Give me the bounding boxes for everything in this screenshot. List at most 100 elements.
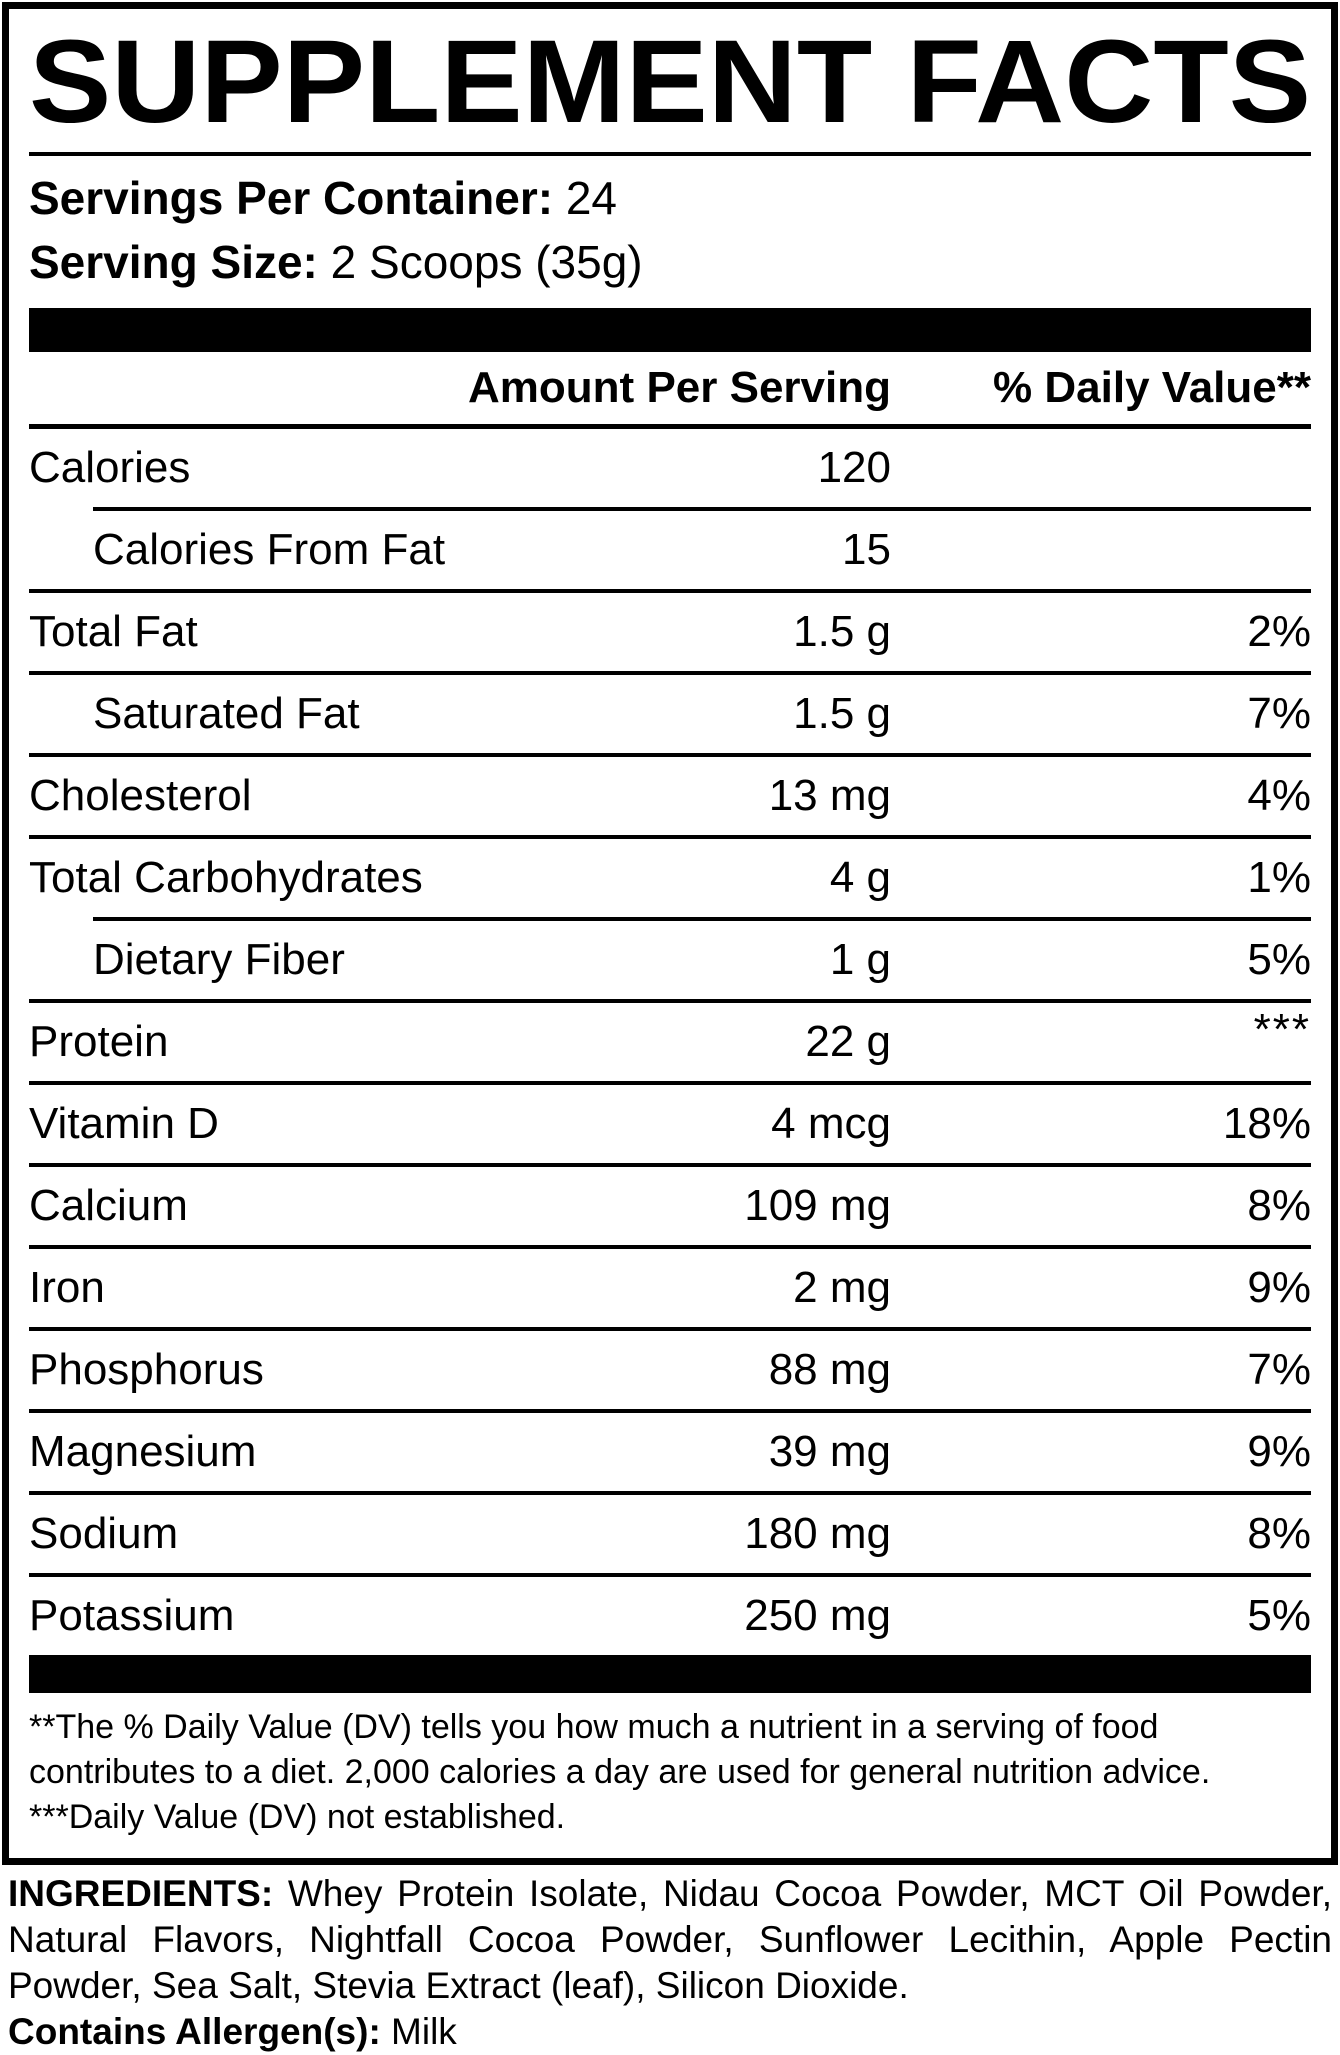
allergen-line: Contains Allergen(s): Milk <box>8 2009 1332 2055</box>
nutrient-dv: 8% <box>1247 1181 1311 1230</box>
table-row-magnesium: Magnesium 39 mg 9% <box>29 1413 1311 1491</box>
nutrient-label: Vitamin D <box>29 1099 219 1148</box>
nutrient-amount: 1.5 g <box>793 607 891 656</box>
servings-per-container-label: Servings Per Container: <box>29 172 554 224</box>
table-row-sodium: Sodium 180 mg 8% <box>29 1495 1311 1573</box>
nutrient-amount: 180 mg <box>744 1509 891 1558</box>
nutrient-dv: 7% <box>1247 689 1311 738</box>
separator <box>93 917 1311 921</box>
nutrient-amount: 2 mg <box>793 1263 891 1312</box>
ingredients-paragraph: INGREDIENTS: Whey Protein Isolate, Nidau… <box>8 1871 1332 2009</box>
title-svg: SUPPLEMENT FACTS <box>29 16 1311 148</box>
table-row-calories: Calories 120 <box>29 429 1311 507</box>
daily-value-footnote: **The % Daily Value (DV) tells you how m… <box>29 1708 1211 1791</box>
table-header: Amount Per Serving % Daily Value** <box>29 352 1311 424</box>
table-row-calcium: Calcium 109 mg 8% <box>29 1167 1311 1245</box>
nutrient-amount: 15 <box>842 525 891 574</box>
nutrient-dv: 4% <box>1247 771 1311 820</box>
nutrient-label: Dietary Fiber <box>93 935 345 984</box>
nutrient-dv: 5% <box>1247 935 1311 984</box>
ingredients-section: INGREDIENTS: Whey Protein Isolate, Nidau… <box>0 1871 1340 2055</box>
servings-per-container-value: 24 <box>553 172 617 224</box>
title-wrap: SUPPLEMENT FACTS <box>29 16 1311 148</box>
title-separator <box>29 152 1311 156</box>
nutrient-amount: 22 g <box>805 1017 891 1066</box>
separator <box>29 671 1311 675</box>
nutrient-label: Potassium <box>29 1591 235 1640</box>
separator <box>29 1491 1311 1495</box>
nutrient-label: Total Carbohydrates <box>29 853 423 902</box>
allergen-value: Milk <box>380 2011 457 2052</box>
separator <box>29 1081 1311 1085</box>
table-row-iron: Iron 2 mg 9% <box>29 1249 1311 1327</box>
nutrient-label: Total Fat <box>29 607 198 656</box>
nutrient-label: Calories From Fat <box>93 525 446 574</box>
table-row-vitamin-d: Vitamin D 4 mcg 18% <box>29 1085 1311 1163</box>
ingredients-label: INGREDIENTS: <box>8 1873 274 1914</box>
separator <box>29 1327 1311 1331</box>
nutrient-amount: 1.5 g <box>793 689 891 738</box>
separator <box>29 1163 1311 1167</box>
nutrient-amount: 1 g <box>829 935 891 984</box>
table-row-cholesterol: Cholesterol 13 mg 4% <box>29 757 1311 835</box>
nutrient-amount: 39 mg <box>768 1427 891 1476</box>
nutrient-label: Iron <box>29 1263 105 1312</box>
nutrient-label: Phosphorus <box>29 1345 264 1394</box>
supplement-facts-panel: SUPPLEMENT FACTS Servings Per Container:… <box>2 2 1338 1865</box>
nutrient-dv: 5% <box>1247 1591 1311 1640</box>
nutrient-dv: 18% <box>1222 1099 1311 1148</box>
nutrient-amount: 88 mg <box>768 1345 891 1394</box>
serving-size: Serving Size: 2 Scoops (35g) <box>29 230 1311 294</box>
header-daily-value: % Daily Value** <box>993 363 1311 412</box>
table-row-dietary-fiber: Dietary Fiber 1 g 5% <box>29 921 1311 999</box>
page-title: SUPPLEMENT FACTS <box>29 27 1311 141</box>
nutrient-amount: 109 mg <box>744 1181 891 1230</box>
table-row-total-carbohydrates: Total Carbohydrates 4 g 1% <box>29 839 1311 917</box>
nutrient-dv: 9% <box>1247 1427 1311 1476</box>
separator <box>29 1245 1311 1249</box>
nutrient-dv: 1% <box>1247 853 1311 902</box>
servings-per-container: Servings Per Container: 24 <box>29 166 1311 230</box>
separator <box>29 999 1311 1003</box>
bottom-divider-bar <box>29 1655 1311 1693</box>
nutrient-dv: 2% <box>1247 607 1311 656</box>
nutrient-label: Cholesterol <box>29 771 252 820</box>
separator <box>29 753 1311 757</box>
table-row-total-fat: Total Fat 1.5 g 2% <box>29 593 1311 671</box>
footnotes: **The % Daily Value (DV) tells you how m… <box>29 1693 1311 1858</box>
ingredients-text: Whey Protein Isolate, Nidau Cocoa Powder… <box>8 1873 1332 2006</box>
separator <box>93 507 1311 511</box>
nutrient-label: Protein <box>29 1017 169 1066</box>
nutrient-amount: 120 <box>817 443 891 492</box>
top-divider-bar <box>29 308 1311 352</box>
nutrient-amount: 250 mg <box>744 1591 891 1640</box>
header-amount-per-serving: Amount Per Serving <box>468 363 891 412</box>
separator <box>29 1573 1311 1577</box>
nutrient-amount: 4 mcg <box>771 1099 891 1148</box>
table-row-protein: Protein 22 g *** <box>29 1003 1311 1081</box>
not-established-footnote: ***Daily Value (DV) not established. <box>29 1798 566 1836</box>
nutrient-amount: 4 g <box>829 853 891 902</box>
nutrient-dv: 8% <box>1247 1509 1311 1558</box>
nutrient-dv: 7% <box>1247 1345 1311 1394</box>
nutrient-label: Sodium <box>29 1509 179 1558</box>
separator <box>29 589 1311 593</box>
table-row-phosphorus: Phosphorus 88 mg 7% <box>29 1331 1311 1409</box>
nutrient-dv: *** <box>1253 1005 1311 1054</box>
allergen-label: Contains Allergen(s): <box>8 2011 381 2052</box>
table-row-potassium: Potassium 250 mg 5% <box>29 1577 1311 1655</box>
nutrient-label: Calcium <box>29 1181 188 1230</box>
nutrient-amount: 13 mg <box>768 771 891 820</box>
separator <box>29 835 1311 839</box>
table-row-calories-from-fat: Calories From Fat 15 <box>29 511 1311 589</box>
nutrient-label: Calories <box>29 443 191 492</box>
separator <box>29 424 1311 429</box>
nutrient-label: Saturated Fat <box>93 689 360 738</box>
nutrient-label: Magnesium <box>29 1427 257 1476</box>
serving-size-label: Serving Size: <box>29 236 318 288</box>
table-row-saturated-fat: Saturated Fat 1.5 g 7% <box>29 675 1311 753</box>
serving-size-value: 2 Scoops (35g) <box>317 236 643 288</box>
nutrient-dv: 9% <box>1247 1263 1311 1312</box>
serving-info: Servings Per Container: 24 Serving Size:… <box>29 166 1311 294</box>
separator <box>29 1409 1311 1413</box>
